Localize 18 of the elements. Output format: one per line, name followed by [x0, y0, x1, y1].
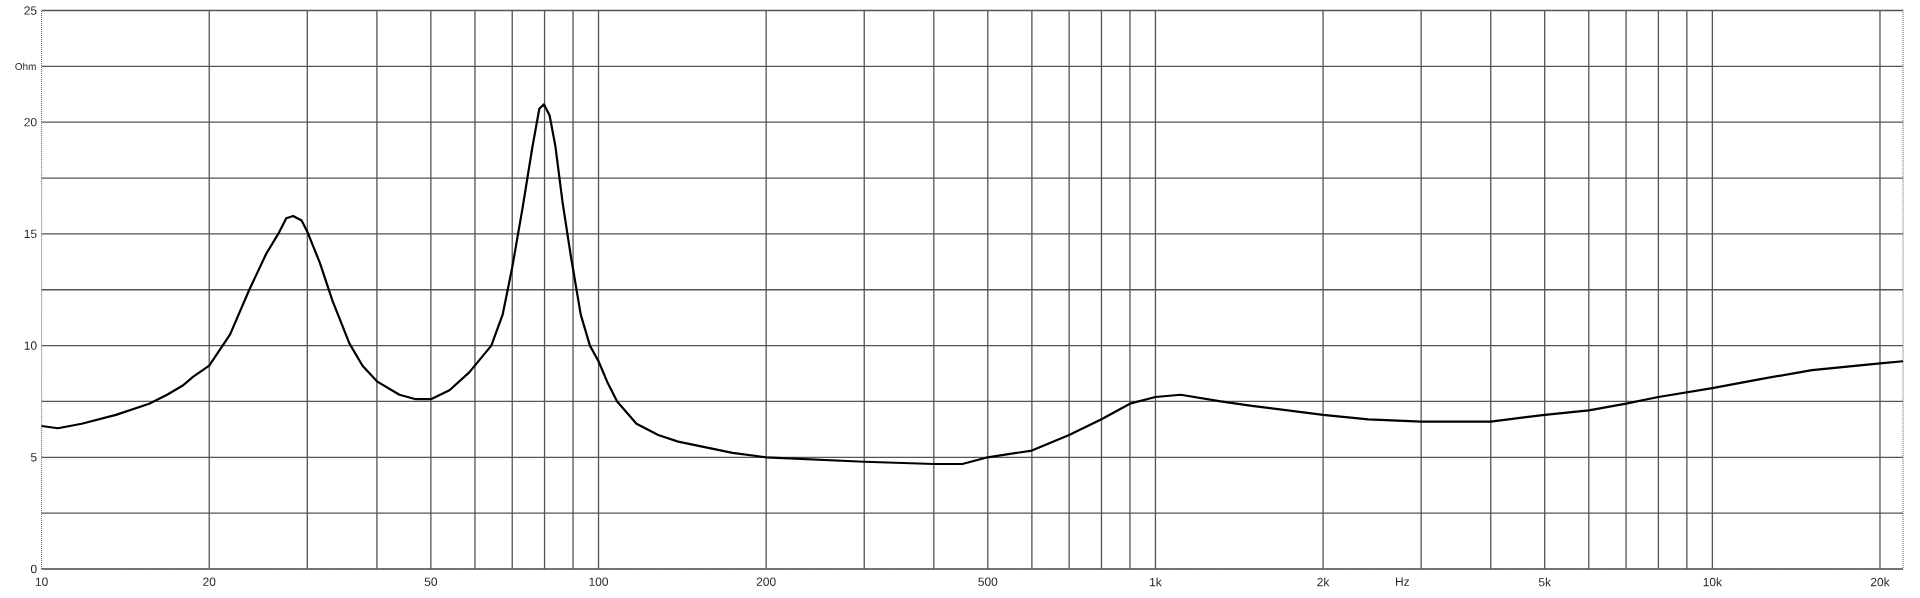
x-tick-label: 20 — [203, 577, 216, 586]
x-tick-label: 1k — [1150, 577, 1162, 587]
x-tick-label: 100 — [589, 577, 609, 586]
x-tick-label: 10k — [1703, 577, 1723, 587]
y-tick-label: 15 — [24, 229, 37, 239]
x-tick-label: 5k — [1538, 577, 1552, 587]
x-axis-title: Hz — [1396, 577, 1410, 586]
x-tick-label: 500 — [978, 577, 998, 586]
y-tick-label: 0 — [30, 564, 37, 574]
x-tick-label: 2k — [1317, 577, 1330, 587]
y-tick-label: 10 — [24, 341, 37, 350]
y-axis-title: Ohm — [15, 62, 36, 70]
y-tick-label: 5 — [30, 453, 37, 462]
x-tick-label: 200 — [756, 577, 776, 586]
x-tick-label: 20k — [1870, 577, 1890, 587]
y-tick-label: 25 — [24, 6, 37, 15]
x-tick-label: 50 — [424, 577, 438, 586]
y-tick-label: 20 — [24, 117, 37, 127]
